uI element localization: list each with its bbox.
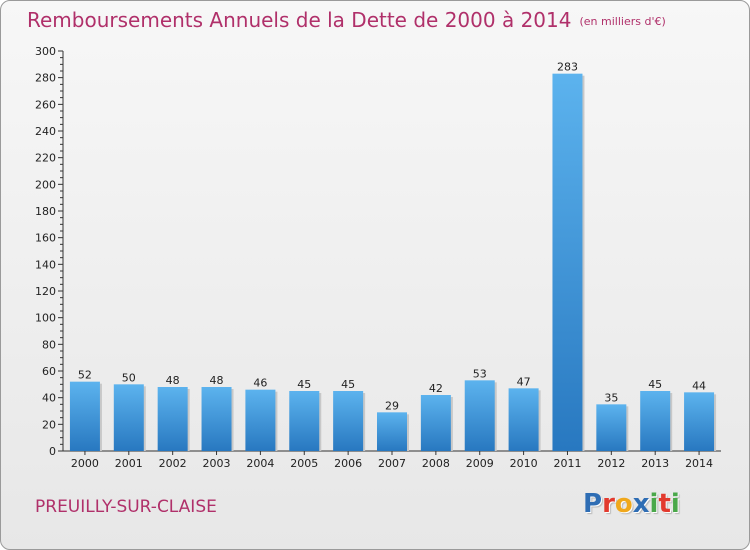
bar-value-label: 52 — [78, 369, 92, 382]
bar-value-label: 44 — [692, 379, 706, 392]
bar — [508, 388, 539, 451]
x-tick-label: 2008 — [422, 457, 450, 470]
bar-value-label: 48 — [210, 374, 224, 387]
y-tick-label: 120 — [35, 285, 56, 298]
bar — [69, 381, 100, 451]
bar — [245, 389, 276, 451]
bar-value-label: 42 — [429, 382, 443, 395]
bar-value-label: 29 — [385, 399, 399, 412]
logo-letter: i — [649, 489, 659, 519]
x-tick-label: 2005 — [290, 457, 318, 470]
proxiti-logo: Proxiti — [583, 489, 680, 519]
bar — [333, 391, 364, 451]
x-tick-label: 2012 — [597, 457, 625, 470]
x-tick-label: 2002 — [159, 457, 187, 470]
y-tick-label: 40 — [42, 392, 56, 405]
logo-letter: x — [632, 489, 650, 519]
x-tick-label: 2013 — [641, 457, 669, 470]
bar — [640, 391, 671, 451]
unit-label: (en milliers d'€) — [579, 15, 666, 28]
bar — [684, 392, 715, 451]
logo-letter: P — [583, 489, 603, 519]
y-tick-label: 260 — [35, 98, 56, 111]
town-name: PREUILLY-SUR-CLAISE — [35, 497, 217, 517]
y-tick-label: 0 — [49, 445, 56, 458]
bar-value-label: 46 — [253, 377, 267, 390]
y-tick-label: 140 — [35, 258, 56, 271]
bar — [157, 387, 188, 451]
chart-title: Remboursements Annuels de la Dette de 20… — [27, 8, 666, 32]
bar-value-label: 50 — [122, 371, 136, 384]
bar — [201, 387, 232, 451]
bar-value-label: 35 — [604, 391, 618, 404]
axes: 0 20 40 60 80 100 120 140 160 180 200 220 240 260 280 3… — [35, 45, 721, 470]
y-tick-label: 20 — [42, 418, 56, 431]
y-tick-label: 300 — [35, 45, 56, 58]
y-tick-label: 200 — [35, 178, 56, 191]
y-tick-label: 240 — [35, 125, 56, 138]
bar — [596, 404, 627, 451]
x-tick-label: 2009 — [466, 457, 494, 470]
x-tick-label: 2014 — [685, 457, 713, 470]
y-tick-label: 220 — [35, 152, 56, 165]
bar — [464, 380, 495, 451]
x-tick-label: 2004 — [246, 457, 274, 470]
y-tick-label: 60 — [42, 365, 56, 378]
logo-letter: o — [614, 489, 633, 519]
bars — [69, 73, 717, 452]
bar — [420, 395, 451, 451]
logo-letter: t — [658, 489, 671, 519]
bar-value-label: 45 — [648, 378, 662, 391]
bar-value-label: 45 — [297, 378, 311, 391]
y-tick-label: 160 — [35, 232, 56, 245]
x-tick-label: 2006 — [334, 457, 362, 470]
bar — [289, 391, 320, 451]
bar — [377, 412, 407, 451]
bar-value-label: 283 — [557, 61, 578, 74]
y-tick-label: 100 — [35, 312, 56, 325]
x-tick-label: 2003 — [203, 457, 231, 470]
y-tick-label: 80 — [42, 338, 56, 351]
bar — [113, 384, 144, 451]
bar-value-label: 45 — [341, 378, 355, 391]
bar-value-label: 48 — [166, 374, 180, 387]
x-tick-label: 2007 — [378, 457, 406, 470]
logo-letter: i — [670, 489, 680, 519]
title-text: Remboursements Annuels de la Dette de 20… — [27, 8, 572, 32]
x-tick-label: 2011 — [553, 457, 581, 470]
bar — [552, 73, 583, 452]
x-tick-label: 2010 — [510, 457, 538, 470]
bar-value-label: 53 — [473, 367, 487, 380]
logo-letter: r — [602, 489, 615, 519]
bar-value-label: 47 — [517, 375, 531, 388]
value-labels: 52 50 48 48 46 45 45 29 42 53 47 283 35 45 44 — [78, 61, 706, 413]
y-tick-label: 280 — [35, 72, 56, 85]
x-tick-label: 2000 — [71, 457, 99, 470]
x-tick-label: 2001 — [115, 457, 143, 470]
y-tick-label: 180 — [35, 205, 56, 218]
